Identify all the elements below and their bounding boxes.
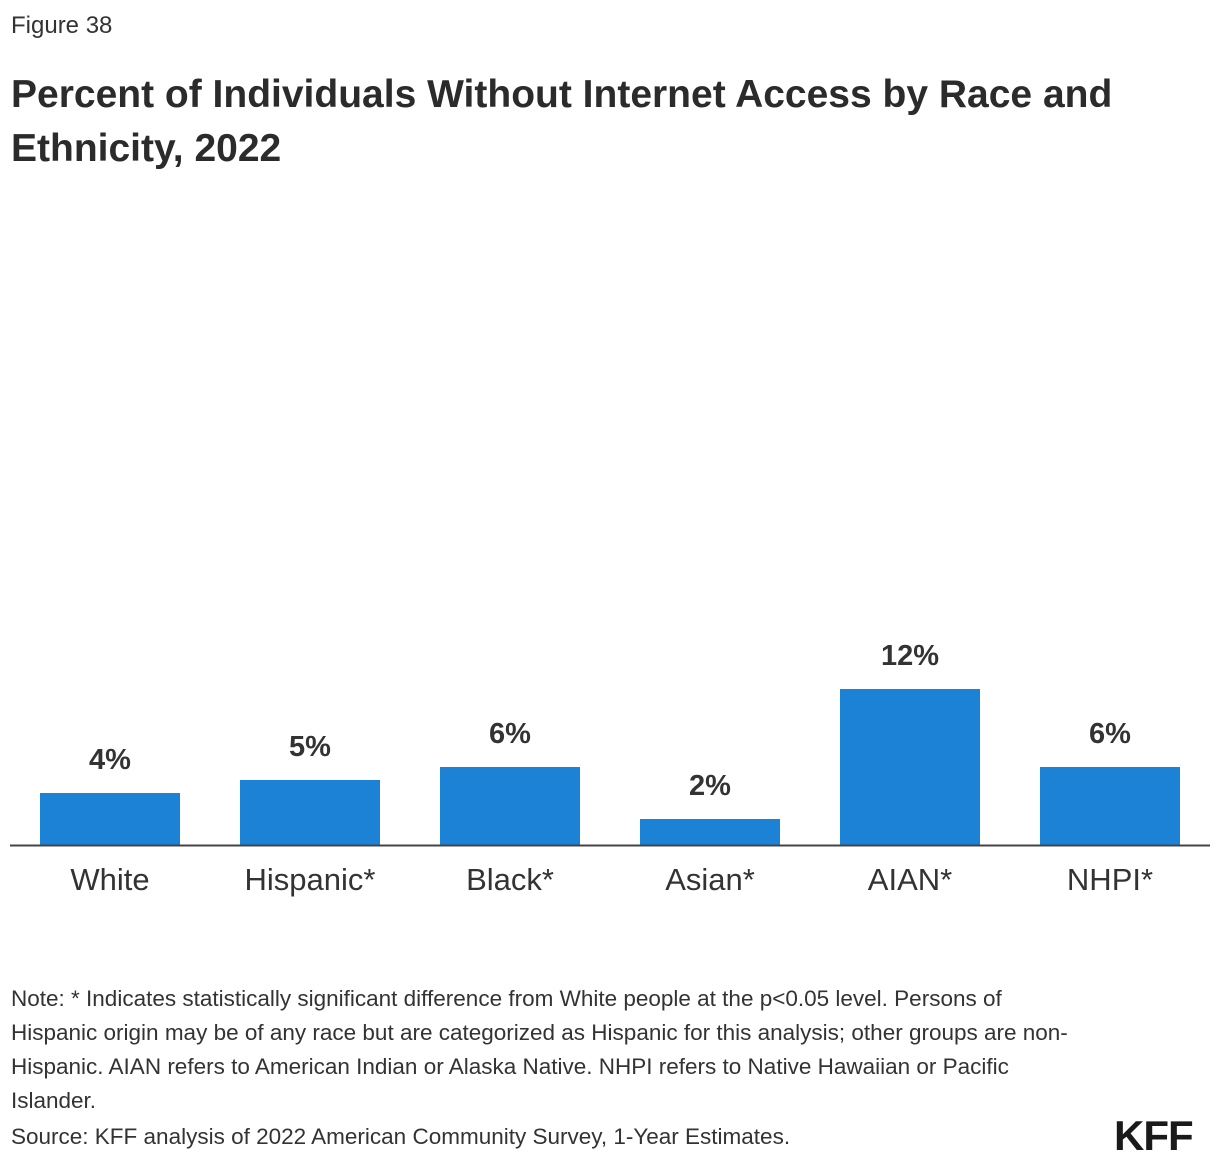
- category-label: Black*: [466, 862, 554, 897]
- category-label: NHPI*: [1067, 862, 1153, 897]
- chart-source: Source: KFF analysis of 2022 American Co…: [11, 1124, 791, 1149]
- bar-4: [840, 689, 980, 845]
- data-label: 6%: [489, 718, 531, 750]
- category-label: Asian*: [665, 862, 755, 897]
- data-label: 5%: [289, 731, 331, 763]
- chart-note: Note: * Indicates statistically signific…: [11, 986, 1068, 1113]
- figure-label: Figure 38: [11, 12, 113, 39]
- data-label: 2%: [689, 770, 731, 802]
- bar-1: [240, 780, 380, 845]
- category-label: Hispanic*: [245, 862, 376, 897]
- bar-5: [1040, 767, 1180, 845]
- kff-logo: KFF: [1114, 1112, 1194, 1159]
- data-label: 4%: [89, 744, 131, 776]
- category-label: AIAN*: [868, 862, 952, 897]
- data-label: 6%: [1089, 718, 1131, 750]
- bar-3: [640, 819, 780, 845]
- category-label: White: [70, 862, 149, 897]
- bar-2: [440, 767, 580, 845]
- chart-title: Percent of Individuals Without Internet …: [11, 73, 1113, 170]
- bar-0: [40, 793, 180, 845]
- data-label: 12%: [881, 640, 939, 672]
